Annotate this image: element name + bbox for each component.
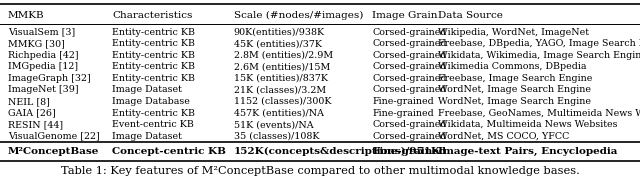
- Text: 51K (events)/NA: 51K (events)/NA: [234, 120, 313, 129]
- Text: 90K(entities)/938K: 90K(entities)/938K: [234, 28, 324, 36]
- Text: Entity-centric KB: Entity-centric KB: [112, 74, 195, 83]
- Text: Image Dataset: Image Dataset: [112, 85, 182, 94]
- Text: 152K(concepts&descriptions)/951K: 152K(concepts&descriptions)/951K: [234, 147, 440, 156]
- Text: MMKB: MMKB: [8, 11, 44, 20]
- Text: Image-text Pairs, Encyclopedia: Image-text Pairs, Encyclopedia: [438, 147, 618, 156]
- Text: IMGpedia [12]: IMGpedia [12]: [8, 62, 78, 71]
- Text: Event-centric KB: Event-centric KB: [112, 120, 194, 129]
- Text: RESIN [44]: RESIN [44]: [8, 120, 63, 129]
- Text: Characteristics: Characteristics: [112, 11, 193, 20]
- Text: 35 (classes)/108K: 35 (classes)/108K: [234, 132, 319, 141]
- Text: VisualSem [3]: VisualSem [3]: [8, 28, 75, 36]
- Text: Wikidata, Multimeida News Websites: Wikidata, Multimeida News Websites: [438, 120, 618, 129]
- Text: WordNet, Image Search Engine: WordNet, Image Search Engine: [438, 97, 591, 106]
- Text: Scale (#nodes/#images): Scale (#nodes/#images): [234, 11, 363, 20]
- Text: Fine-grained: Fine-grained: [372, 109, 434, 117]
- Text: 2.6M (entities)/15M: 2.6M (entities)/15M: [234, 62, 330, 71]
- Text: Corsed-grained: Corsed-grained: [372, 62, 447, 71]
- Text: Corsed-grained: Corsed-grained: [372, 120, 447, 129]
- Text: ImageNet [39]: ImageNet [39]: [8, 85, 78, 94]
- Text: 21K (classes)/3.2M: 21K (classes)/3.2M: [234, 85, 326, 94]
- Text: WordNet, Image Search Engine: WordNet, Image Search Engine: [438, 85, 591, 94]
- Text: Entity-centric KB: Entity-centric KB: [112, 62, 195, 71]
- Text: VisualGenome [22]: VisualGenome [22]: [8, 132, 99, 141]
- Text: Freebase, GeoNames, Multimeida News Websites: Freebase, GeoNames, Multimeida News Webs…: [438, 109, 640, 117]
- Text: Corsed-grained: Corsed-grained: [372, 85, 447, 94]
- Text: 15K (entities)/837K: 15K (entities)/837K: [234, 74, 328, 83]
- Text: 2.8M (entities)/2.9M: 2.8M (entities)/2.9M: [234, 51, 333, 60]
- Text: Wikipedia, WordNet, ImageNet: Wikipedia, WordNet, ImageNet: [438, 28, 589, 36]
- Text: Freebase, Image Search Engine: Freebase, Image Search Engine: [438, 74, 593, 83]
- Text: WordNet, MS COCO, YFCC: WordNet, MS COCO, YFCC: [438, 132, 570, 141]
- Text: Corsed-grained: Corsed-grained: [372, 132, 447, 141]
- Text: Corsed-grained: Corsed-grained: [372, 74, 447, 83]
- Text: M²ConceptBase: M²ConceptBase: [8, 147, 99, 156]
- Text: Entity-centric KB: Entity-centric KB: [112, 28, 195, 36]
- Text: Image Dataset: Image Dataset: [112, 132, 182, 141]
- Text: NEIL [8]: NEIL [8]: [8, 97, 49, 106]
- Text: Wikidata, Wikimedia, Image Search Engine: Wikidata, Wikimedia, Image Search Engine: [438, 51, 640, 60]
- Text: Wikimedia Commons, DBpedia: Wikimedia Commons, DBpedia: [438, 62, 587, 71]
- Text: Concept-centric KB: Concept-centric KB: [112, 147, 226, 156]
- Text: Entity-centric KB: Entity-centric KB: [112, 109, 195, 117]
- Text: Corsed-grained: Corsed-grained: [372, 28, 447, 36]
- Text: Freebase, DBpedia, YAGO, Image Search Engine: Freebase, DBpedia, YAGO, Image Search En…: [438, 39, 640, 48]
- Text: Image Grain: Image Grain: [372, 11, 438, 20]
- Text: ImageGraph [32]: ImageGraph [32]: [8, 74, 90, 83]
- Text: 457K (entities)/NA: 457K (entities)/NA: [234, 109, 324, 117]
- Text: Entity-centric KB: Entity-centric KB: [112, 51, 195, 60]
- Text: 45K (entities)/37K: 45K (entities)/37K: [234, 39, 322, 48]
- Text: 1152 (classes)/300K: 1152 (classes)/300K: [234, 97, 331, 106]
- Text: Image Database: Image Database: [112, 97, 190, 106]
- Text: Fine-grained: Fine-grained: [372, 147, 447, 156]
- Text: Table 1: Key features of M²ConceptBase compared to other multimodal knowledge ba: Table 1: Key features of M²ConceptBase c…: [61, 166, 579, 176]
- Text: Richpedia [42]: Richpedia [42]: [8, 51, 78, 60]
- Text: Corsed-grained: Corsed-grained: [372, 39, 447, 48]
- Text: Entity-centric KB: Entity-centric KB: [112, 39, 195, 48]
- Text: Fine-grained: Fine-grained: [372, 97, 434, 106]
- Text: MMKG [30]: MMKG [30]: [8, 39, 65, 48]
- Text: GAIA [26]: GAIA [26]: [8, 109, 56, 117]
- Text: Data Source: Data Source: [438, 11, 503, 20]
- Text: Corsed-grained: Corsed-grained: [372, 51, 447, 60]
